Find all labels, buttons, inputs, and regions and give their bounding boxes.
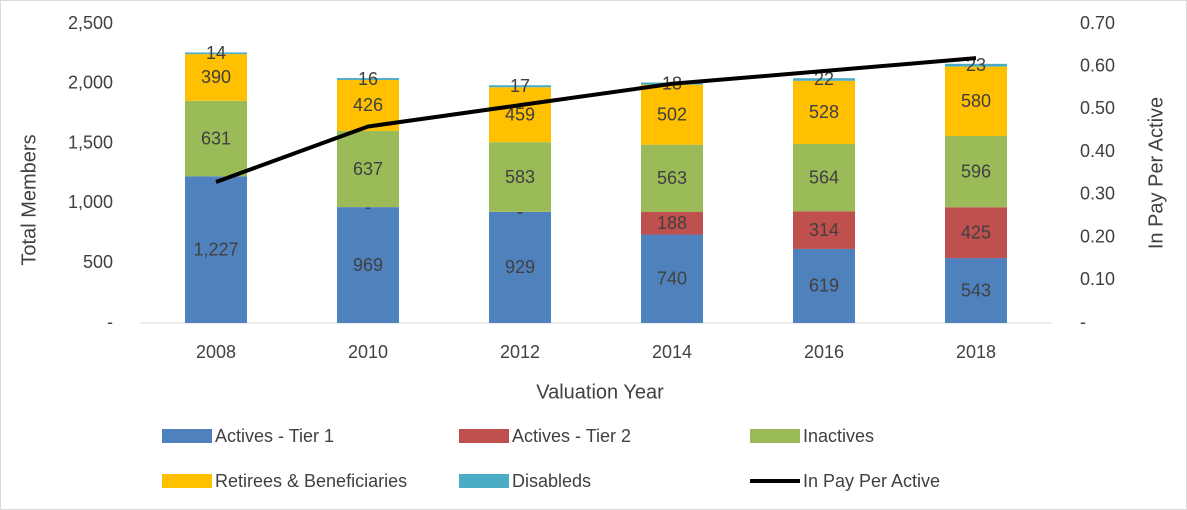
y2-tick-label: 0.10 — [1080, 269, 1115, 289]
bar-segment — [185, 176, 247, 323]
data-label: 564 — [809, 167, 839, 187]
data-label: 17 — [510, 76, 530, 96]
line-series — [215, 56, 977, 184]
legend-label: Actives - Tier 1 — [215, 426, 334, 446]
y2-tick-label: 0.20 — [1080, 226, 1115, 246]
data-label: 459 — [505, 104, 535, 124]
x-axis-title: Valuation Year — [536, 381, 664, 403]
data-label: 390 — [201, 67, 231, 87]
bar-segment — [337, 207, 399, 323]
x-tick-label: 2010 — [348, 342, 388, 362]
y2-tick-label: 0.50 — [1080, 98, 1115, 118]
x-tick-label: 2008 — [196, 342, 236, 362]
bar-segment — [185, 54, 247, 101]
bar-segment — [641, 84, 703, 145]
bar-segment — [793, 80, 855, 144]
bar-segment — [489, 85, 551, 88]
y-tick-label: 2,000 — [68, 73, 113, 93]
legend-swatch — [459, 429, 509, 443]
legend-label: Retirees & Beneficiaries — [215, 471, 407, 491]
bar-segment — [945, 207, 1007, 259]
y-tick-label: 1,500 — [68, 132, 113, 152]
bar-segment — [337, 78, 399, 80]
legend-swatch — [162, 474, 212, 488]
bar-segment — [945, 258, 1007, 323]
bar-segment — [489, 211, 551, 323]
bar-segment — [793, 211, 855, 249]
data-label: 14 — [206, 43, 226, 63]
legend-label: Actives - Tier 2 — [512, 426, 631, 446]
data-label: 425 — [961, 222, 991, 242]
bar-segment — [489, 142, 551, 212]
bar-segment — [945, 63, 1007, 67]
data-label: 563 — [657, 168, 687, 188]
bar-segment — [641, 234, 703, 323]
bar-segment — [793, 248, 855, 323]
data-label: 583 — [505, 167, 535, 187]
legend-swatch — [750, 429, 800, 443]
data-label: 740 — [657, 268, 687, 288]
data-label: 580 — [961, 91, 991, 111]
bar-segment — [185, 100, 247, 177]
y2-tick-label: 0.40 — [1080, 141, 1115, 161]
y2-tick-label: 0.70 — [1080, 13, 1115, 33]
data-label: 16 — [358, 69, 378, 89]
data-label: 637 — [353, 159, 383, 179]
bar-segment — [641, 212, 703, 235]
data-label: 631 — [201, 128, 231, 148]
data-label: 502 — [657, 104, 687, 124]
data-label: 22 — [814, 69, 834, 89]
y2-tick-label: - — [1080, 312, 1086, 332]
x-tick-label: 2014 — [652, 342, 692, 362]
y-tick-label: 2,500 — [68, 13, 113, 33]
bar-segment — [945, 66, 1007, 136]
x-tick-label: 2016 — [804, 342, 844, 362]
y-tick-label: - — [107, 312, 113, 332]
bar-segment — [185, 52, 247, 55]
bar-segment — [489, 87, 551, 143]
legend-label: Disableds — [512, 471, 591, 491]
data-label: 314 — [809, 220, 839, 240]
y2-axis-title: In Pay Per Active — [1145, 97, 1167, 249]
legend-swatch — [162, 429, 212, 443]
data-label: 426 — [353, 95, 383, 115]
bar-segment — [337, 130, 399, 208]
data-label: 929 — [505, 257, 535, 277]
data-label: 1,227 — [193, 239, 238, 259]
y-tick-label: 1,000 — [68, 192, 113, 212]
data-label: 969 — [353, 255, 383, 275]
bar-segment — [641, 144, 703, 213]
data-label: 528 — [809, 102, 839, 122]
data-label: 596 — [961, 161, 991, 181]
legend-swatch — [459, 474, 509, 488]
bar-segment — [945, 135, 1007, 208]
y2-tick-label: 0.30 — [1080, 184, 1115, 204]
legend-label: In Pay Per Active — [803, 471, 940, 491]
data-label: 543 — [961, 280, 991, 300]
bar-segment — [793, 78, 855, 81]
data-label: 188 — [657, 213, 687, 233]
y2-tick-label: 0.60 — [1080, 55, 1115, 75]
x-tick-label: 2012 — [500, 342, 540, 362]
legend-label: Inactives — [803, 426, 874, 446]
y-axis-title: Total Members — [18, 134, 40, 265]
data-label: 619 — [809, 276, 839, 296]
bar-segment — [793, 143, 855, 212]
y-tick-label: 500 — [83, 252, 113, 272]
x-tick-label: 2018 — [956, 342, 996, 362]
